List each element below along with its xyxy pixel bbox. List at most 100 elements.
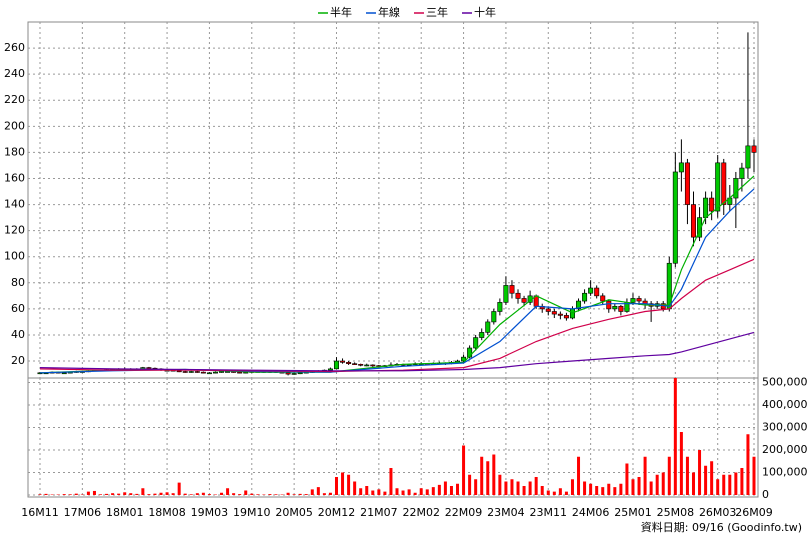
x-tick-label: 19M10 xyxy=(233,506,271,519)
candle-body xyxy=(473,337,479,349)
candle-body xyxy=(709,197,715,212)
volume-bar xyxy=(613,487,617,495)
volume-bar xyxy=(752,456,756,495)
candle-body xyxy=(521,298,527,303)
volume-bar xyxy=(728,474,732,495)
candle-body xyxy=(588,287,594,294)
volume-bar xyxy=(437,484,441,495)
candle-body xyxy=(370,364,376,367)
legend-label: 十年 xyxy=(474,5,496,19)
volume-bar xyxy=(274,494,278,495)
candle-body xyxy=(751,145,757,153)
volume-bar xyxy=(165,492,169,495)
volume-bar xyxy=(679,432,683,495)
volume-bar xyxy=(570,479,574,495)
candle-body xyxy=(739,167,745,179)
candle-body xyxy=(576,300,582,310)
volume-bar xyxy=(661,472,665,495)
candle-body xyxy=(509,285,515,294)
candle-body xyxy=(291,373,297,375)
volume-bar xyxy=(516,481,520,495)
volume-bar xyxy=(407,489,411,495)
volume-bar xyxy=(643,456,647,495)
candle-body xyxy=(690,204,696,238)
volume-bar xyxy=(117,493,121,495)
candle-body xyxy=(715,162,721,212)
x-tick-label: 23M11 xyxy=(530,506,568,519)
y-tick-label: 100 xyxy=(4,250,25,263)
y2-tick-label: 500,000 xyxy=(762,376,808,389)
candle-body xyxy=(491,311,497,323)
candle-body xyxy=(340,360,346,363)
volume-bar xyxy=(740,468,744,495)
y-tick-label: 220 xyxy=(4,93,25,106)
candle-body xyxy=(612,305,618,310)
candle-body xyxy=(176,370,182,373)
volume-bar xyxy=(207,494,211,495)
volume-bar xyxy=(746,434,750,495)
volume-bar xyxy=(183,493,187,495)
y2-tick-label: 200,000 xyxy=(762,443,808,456)
volume-bar xyxy=(698,450,702,495)
volume-bar xyxy=(631,479,635,495)
volume-bar xyxy=(431,487,435,495)
volume-bar xyxy=(589,483,593,495)
volume-bar xyxy=(74,493,78,495)
volume-bar xyxy=(99,494,103,495)
volume-bar xyxy=(195,493,199,495)
volume-bar xyxy=(492,454,496,495)
candle-body xyxy=(461,356,467,362)
volume-bar xyxy=(619,483,623,495)
volume-bar xyxy=(220,492,224,495)
candle-body xyxy=(61,372,67,375)
volume-bar xyxy=(583,481,587,495)
candle-body xyxy=(333,360,339,370)
volume-bar xyxy=(649,481,653,495)
y2-tick-label: 0 xyxy=(762,488,769,501)
y2-tick-label: 300,000 xyxy=(762,421,808,434)
candle-body xyxy=(206,372,212,375)
volume-bar xyxy=(504,481,508,495)
candle-body xyxy=(146,367,152,369)
volume-bar xyxy=(105,493,109,495)
volume-bar xyxy=(673,378,677,495)
y-tick-label: 200 xyxy=(4,119,25,132)
candle-body xyxy=(497,302,503,312)
volume-bar xyxy=(595,486,599,495)
x-tick-label: 17M06 xyxy=(64,506,102,519)
volume-bar xyxy=(377,489,381,495)
volume-bar xyxy=(722,474,726,495)
legend-label: 三年 xyxy=(426,5,448,19)
volume-bar xyxy=(238,494,242,495)
y-tick-label: 180 xyxy=(4,145,25,158)
x-tick-label: 19M03 xyxy=(191,506,229,519)
x-tick-label: 23M04 xyxy=(487,506,525,519)
volume-bar xyxy=(347,474,351,495)
x-tick-label: 26M09 xyxy=(735,506,773,519)
volume-bar xyxy=(534,477,538,495)
volume-bar xyxy=(86,491,90,495)
candle-body xyxy=(188,371,194,373)
ma-line xyxy=(39,258,755,373)
y-tick-label: 40 xyxy=(11,328,25,341)
volume-bar xyxy=(304,494,308,495)
volume-bar xyxy=(153,493,157,495)
x-tick-label: 20M05 xyxy=(275,506,313,519)
volume-bar xyxy=(443,481,447,495)
y-tick-label: 120 xyxy=(4,224,25,237)
candle-body xyxy=(703,197,709,218)
candle-body xyxy=(636,298,642,302)
volume-bar xyxy=(232,493,236,495)
volume-bar xyxy=(710,461,714,495)
x-tick-label: 16M11 xyxy=(21,506,59,519)
volume-bar xyxy=(552,491,556,495)
volume-bar xyxy=(244,490,248,495)
volume-bar xyxy=(449,486,453,495)
candle-body xyxy=(551,311,557,315)
volume-bar xyxy=(135,493,139,495)
footer: 資料日期: 09/16 (Goodinfo.tw) xyxy=(641,520,802,534)
volume-bar xyxy=(540,486,544,495)
candle-body xyxy=(630,298,636,303)
candle-body xyxy=(194,371,200,373)
